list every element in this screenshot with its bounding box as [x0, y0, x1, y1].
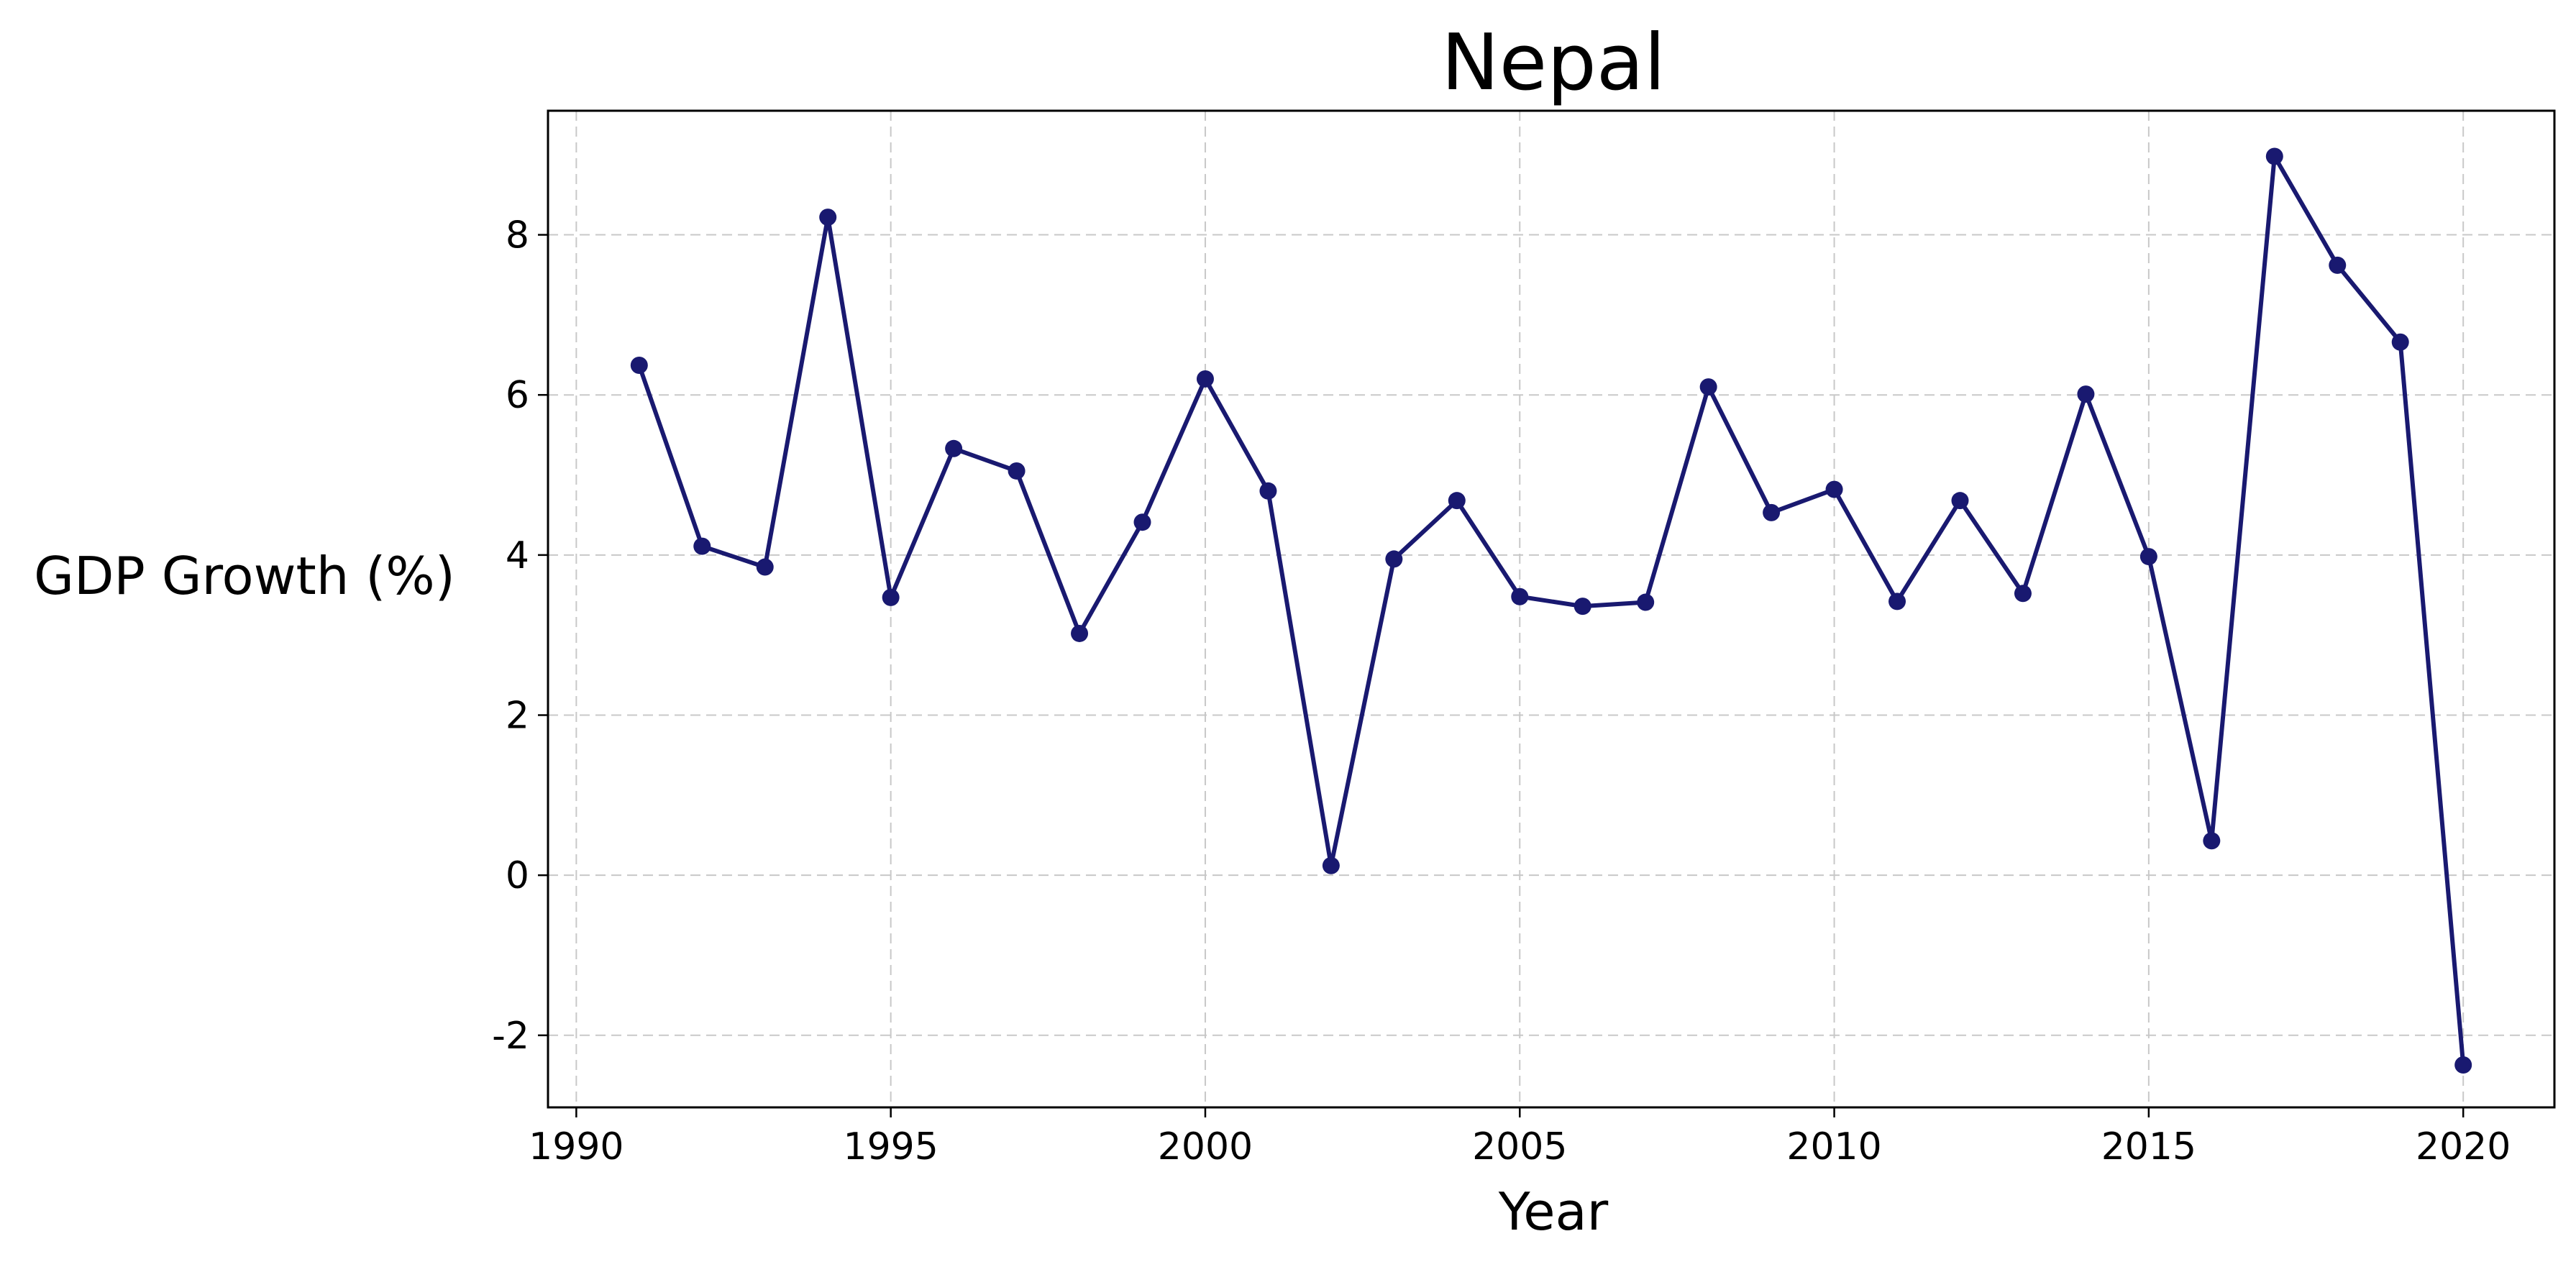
- data-point: [1259, 482, 1277, 500]
- ticks: 1990 1995 2000 2005 2010 2015 2020 -2 0 2 4 6 8: [492, 214, 2511, 1168]
- data-point: [2265, 147, 2283, 165]
- data-point: [1888, 593, 1906, 610]
- x-tick-label: 2005: [1472, 1125, 1567, 1168]
- data-point: [1637, 593, 1655, 611]
- data-point: [2329, 256, 2347, 274]
- data-point: [819, 209, 837, 227]
- x-tick-label: 2000: [1158, 1125, 1253, 1168]
- x-tick-label: 2010: [1786, 1125, 1881, 1168]
- data-point: [1322, 856, 1340, 874]
- data-point: [756, 558, 774, 576]
- chart-title: Nepal: [1441, 18, 1666, 108]
- data-point: [882, 588, 900, 606]
- data-point: [2139, 548, 2157, 566]
- y-tick-label: 2: [506, 695, 529, 738]
- y-tick-label: 6: [506, 374, 529, 417]
- data-point: [945, 439, 963, 457]
- x-tick-label: 2015: [2101, 1125, 2196, 1168]
- data-point: [630, 357, 648, 375]
- data-point: [2203, 832, 2221, 850]
- y-tick-label: 0: [506, 854, 529, 897]
- data-point: [1574, 598, 1591, 616]
- data-point: [2077, 385, 2095, 403]
- data-point: [1008, 462, 1026, 480]
- data-point: [2454, 1056, 2472, 1074]
- y-tick-label: -2: [492, 1015, 529, 1058]
- x-tick-label: 1990: [529, 1125, 624, 1168]
- data-point: [1511, 587, 1529, 605]
- y-tick-label: 8: [506, 214, 529, 257]
- series-line: [636, 154, 2466, 1066]
- data-point: [2391, 333, 2409, 351]
- data-point: [1699, 378, 1717, 396]
- data-point: [2014, 585, 2032, 603]
- x-axis-label: Year: [1498, 1181, 1609, 1242]
- data-point: [693, 537, 711, 555]
- data-point: [1825, 480, 1843, 498]
- data-point: [1951, 492, 1969, 510]
- y-tick-label: 4: [506, 534, 529, 577]
- plot-frame: [547, 109, 2556, 1109]
- data-point: [1071, 624, 1089, 642]
- data-point: [1385, 550, 1403, 568]
- data-point: [1133, 513, 1151, 531]
- series-layer: [630, 147, 2472, 1074]
- data-point: [1196, 370, 1214, 388]
- x-tick-label: 1995: [843, 1125, 938, 1168]
- data-point: [1763, 503, 1781, 521]
- data-point: [1448, 492, 1466, 510]
- y-axis-label: GDP Growth (%): [34, 546, 455, 606]
- x-tick-label: 2020: [2416, 1125, 2511, 1168]
